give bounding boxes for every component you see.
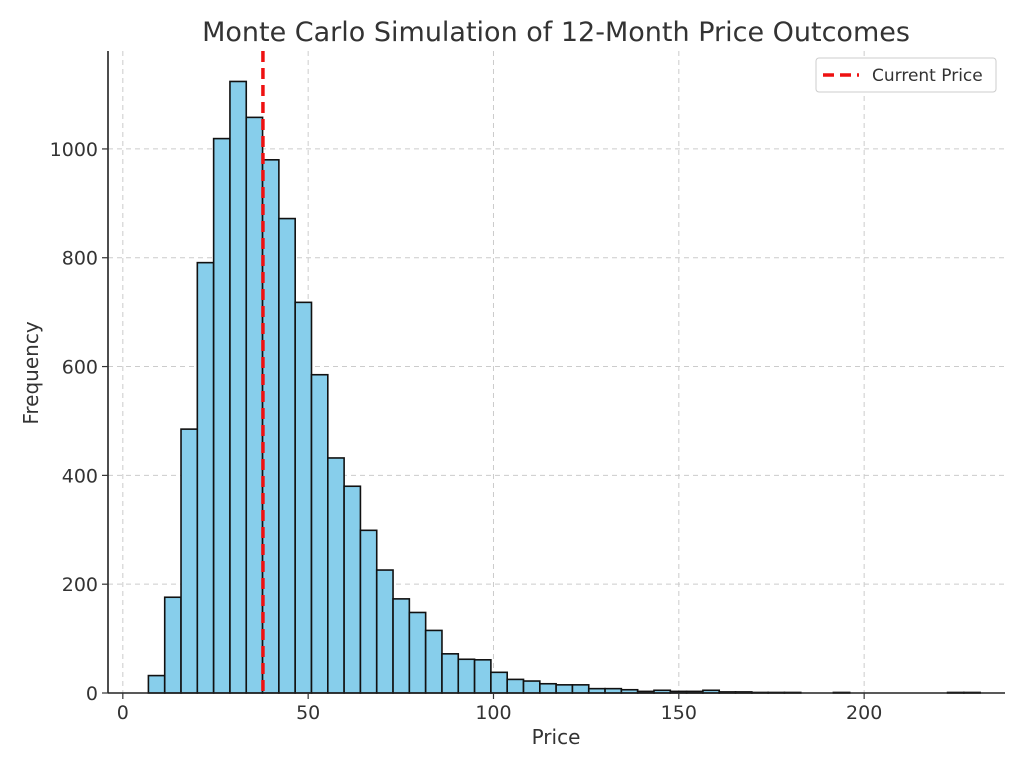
- histogram-bar: [571, 684, 590, 694]
- y-tick-label: 1000: [50, 139, 98, 161]
- histogram-bar: [375, 569, 394, 694]
- histogram-bar: [408, 611, 427, 694]
- x-tick-label: 150: [661, 702, 697, 724]
- chart-title: Monte Carlo Simulation of 12-Month Price…: [202, 17, 910, 48]
- histogram-bar: [473, 659, 492, 694]
- histogram-bar: [506, 678, 525, 694]
- histogram-bar: [310, 373, 329, 694]
- x-axis-ticks: 0 50 100 150 200: [117, 693, 882, 724]
- histogram-bar: [180, 428, 199, 694]
- legend-box: [815, 57, 997, 93]
- y-tick-label: 0: [86, 683, 98, 705]
- y-axis-label: Frequency: [19, 321, 43, 424]
- histogram-bar: [196, 261, 215, 694]
- histogram-bar: [522, 680, 541, 694]
- x-tick-label: 200: [846, 702, 882, 724]
- histogram-bar: [392, 598, 411, 694]
- axes: [107, 51, 1005, 694]
- histogram-bar: [441, 653, 460, 694]
- histogram-bar: [424, 629, 443, 694]
- histogram-bar: [555, 684, 574, 694]
- histogram-bar: [147, 674, 166, 694]
- histogram-bar: [343, 485, 362, 694]
- histogram-bar: [294, 301, 313, 694]
- y-tick-label: 800: [62, 248, 98, 270]
- histogram-bar: [539, 682, 557, 694]
- x-tick-label: 50: [296, 702, 320, 724]
- histogram-bar: [278, 217, 296, 694]
- y-tick-label: 400: [62, 465, 98, 487]
- histogram-bar: [261, 159, 280, 694]
- histogram-bar: [245, 116, 264, 694]
- histogram-bar: [327, 457, 345, 694]
- legend-label-current-price: Current Price: [872, 66, 983, 86]
- histogram-bar: [212, 137, 231, 694]
- y-tick-label: 600: [62, 357, 98, 379]
- x-tick-label: 0: [117, 702, 129, 724]
- histogram-bars: [147, 80, 981, 694]
- histogram-bar: [359, 529, 378, 694]
- y-tick-label: 200: [62, 574, 98, 596]
- x-axis-label: Price: [532, 725, 581, 749]
- histogram-bar: [229, 80, 248, 694]
- x-tick-label: 100: [475, 702, 511, 724]
- legend: Current Price: [815, 57, 997, 93]
- y-axis-ticks: 0 200 400 600 800 1000: [50, 139, 108, 705]
- histogram-bar: [457, 658, 476, 694]
- histogram-bar: [163, 596, 182, 694]
- histogram-bar: [490, 671, 509, 694]
